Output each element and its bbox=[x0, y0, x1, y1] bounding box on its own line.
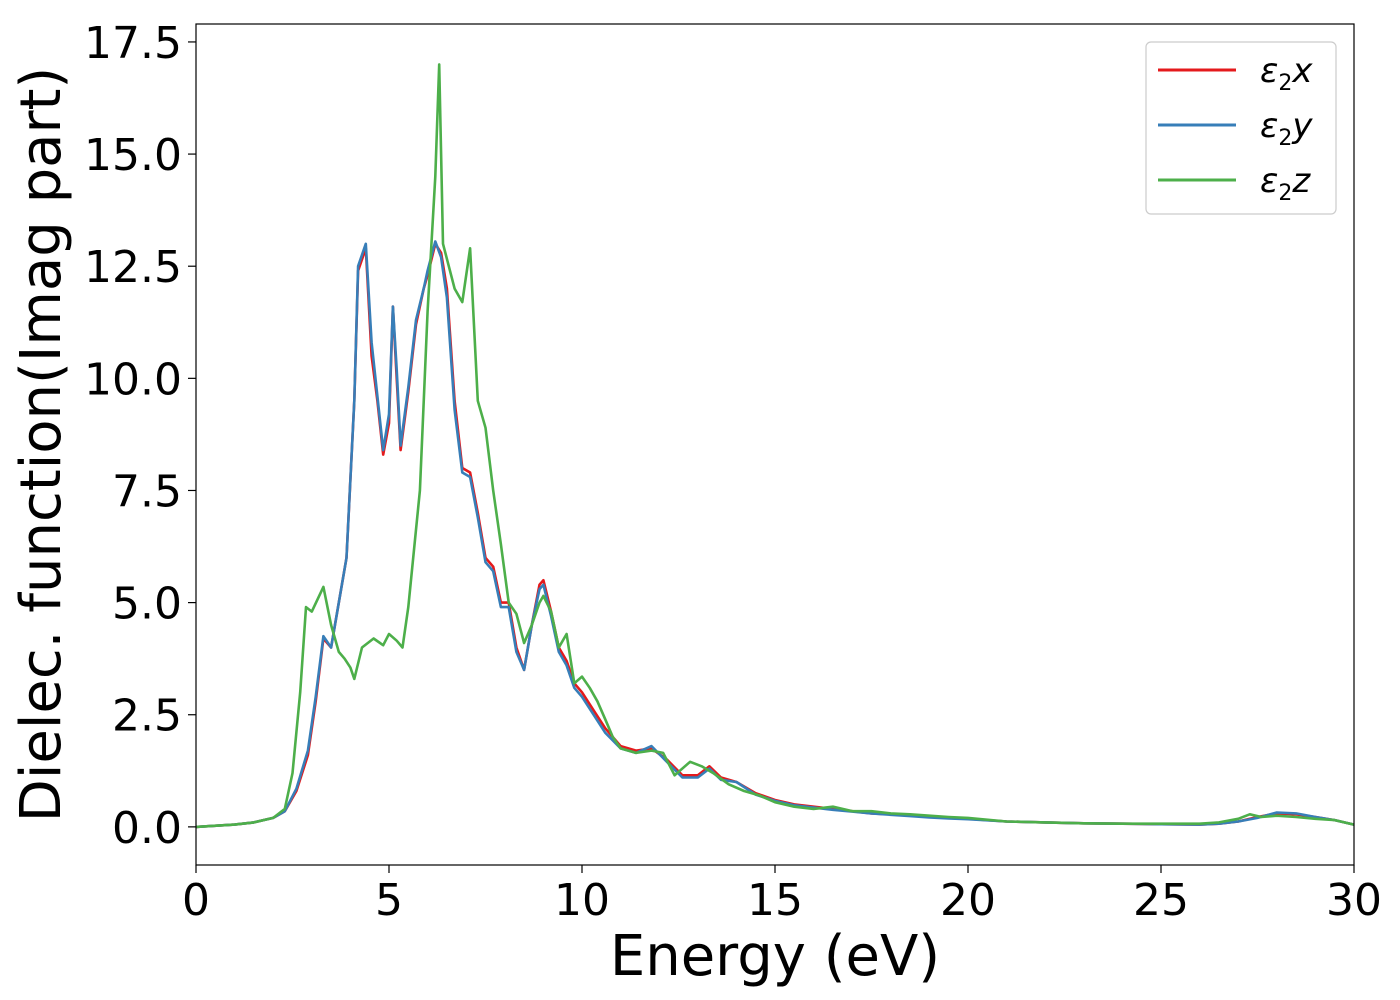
y-tick-label: 17.5 bbox=[84, 18, 182, 69]
x-tick-label: 25 bbox=[1133, 875, 1189, 926]
y-tick-label: 5.0 bbox=[112, 579, 182, 630]
x-tick-label: 30 bbox=[1326, 875, 1382, 926]
series-line-z bbox=[195, 63, 1355, 829]
y-tick-label: 7.5 bbox=[112, 466, 182, 517]
y-tick-label: 12.5 bbox=[84, 242, 182, 293]
x-tick-label: 15 bbox=[747, 875, 803, 926]
y-tick-label: 10.0 bbox=[84, 354, 182, 405]
x-tick-label: 20 bbox=[940, 875, 996, 926]
y-axis: 0.0 2.5 5.0 7.5 10.0 12.5 15.0 17.5 bbox=[84, 18, 196, 854]
x-axis-label: Energy (eV) bbox=[610, 924, 940, 989]
y-tick-label: 15.0 bbox=[84, 130, 182, 181]
series-layer bbox=[195, 63, 1355, 829]
y-axis-label: Dielec. function(Imag part) bbox=[9, 67, 74, 823]
legend-box bbox=[1145, 41, 1337, 215]
x-tick-label: 5 bbox=[375, 875, 403, 926]
x-tick-label: 10 bbox=[554, 875, 610, 926]
y-tick-label: 2.5 bbox=[112, 691, 182, 742]
y-tick-label: 0.0 bbox=[112, 803, 182, 854]
legend-label-y: ε2y bbox=[1260, 106, 1313, 151]
x-axis: 0 5 10 15 20 25 30 bbox=[182, 865, 1382, 926]
legend-label-z: ε2z bbox=[1260, 161, 1311, 206]
x-tick-label: 0 bbox=[182, 875, 210, 926]
legend-label-x: ε2x bbox=[1260, 51, 1313, 96]
legend: ε2x ε2y ε2z bbox=[1145, 41, 1337, 215]
